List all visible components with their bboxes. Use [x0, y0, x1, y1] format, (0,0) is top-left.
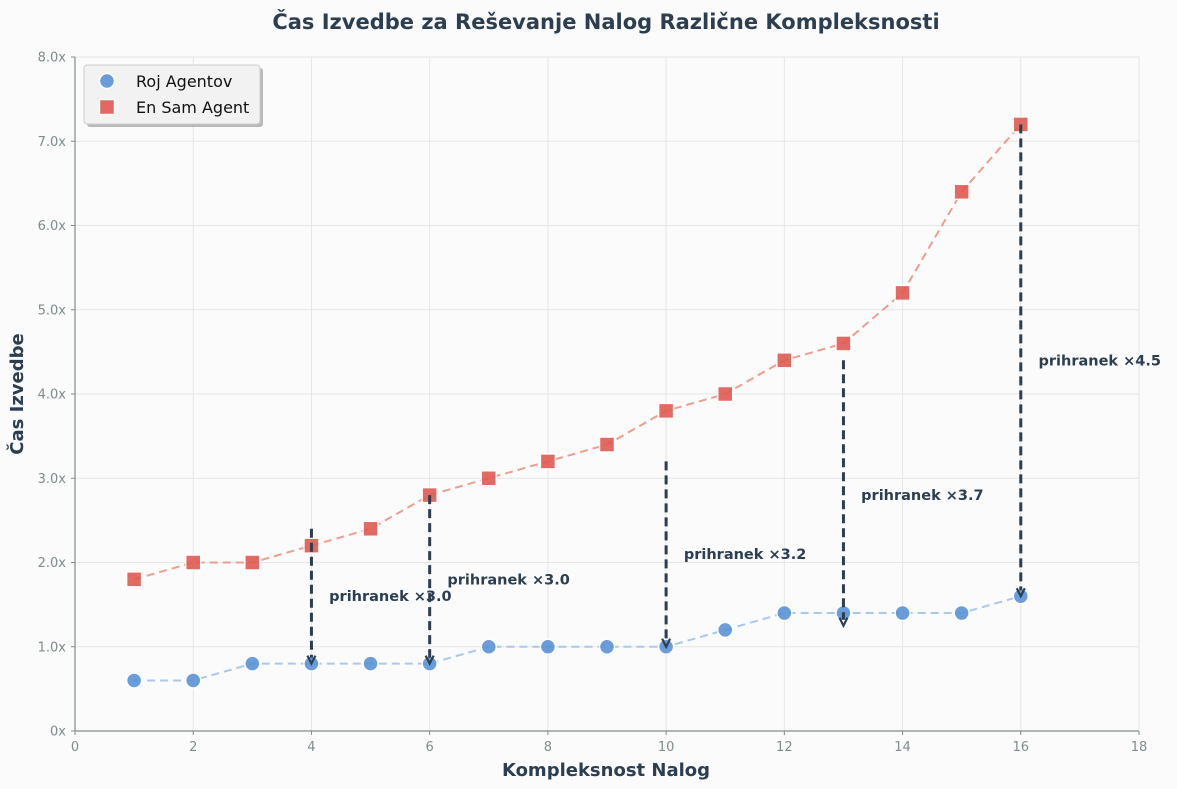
annotation-label: prihranek ×3.0	[447, 572, 569, 588]
legend-box	[83, 64, 261, 125]
y-tick-label: 2.0x	[38, 556, 67, 571]
data-point-roj-agentov	[776, 604, 793, 622]
data-point-roj-agentov	[894, 604, 911, 622]
legend-label-en-sam-agent: En Sam Agent	[136, 98, 249, 117]
y-axis-label: Čas Izvedbe	[6, 333, 28, 454]
y-tick-label: 5.0x	[38, 303, 67, 318]
data-point-en-sam-agent	[539, 453, 557, 470]
data-point-en-sam-agent	[657, 402, 675, 420]
y-tick-label: 3.0x	[38, 472, 67, 487]
y-tick-label: 4.0x	[38, 388, 67, 403]
legend-marker-en-sam-agent	[98, 98, 116, 116]
y-tick-label: 0x	[50, 725, 66, 740]
annotation-label: prihranek ×3.0	[329, 589, 451, 605]
data-point-en-sam-agent	[776, 352, 793, 369]
data-point-en-sam-agent	[953, 183, 970, 201]
data-point-roj-agentov	[539, 638, 557, 655]
x-tick-label: 6	[426, 740, 434, 755]
x-tick-label: 0	[71, 740, 79, 755]
data-point-en-sam-agent	[244, 554, 261, 571]
data-point-en-sam-agent	[835, 335, 852, 352]
y-tick-label: 1.0x	[38, 640, 67, 655]
data-point-roj-agentov	[244, 655, 261, 672]
x-tick-label: 8	[544, 740, 552, 755]
data-point-en-sam-agent	[480, 470, 498, 487]
annotation-arrowhead	[661, 638, 672, 650]
annotation-arrowhead	[424, 655, 435, 667]
data-point-en-sam-agent	[125, 571, 143, 588]
annotation-arrowhead	[306, 655, 317, 667]
legend-marker-roj-agentov	[98, 72, 116, 90]
series-line-roj-agentov	[134, 595, 1022, 682]
legend: Roj Agentov En Sam Agent	[83, 64, 263, 127]
annotation-label: prihranek ×4.5	[1039, 353, 1161, 369]
series-line-en-sam-agent	[133, 123, 1022, 581]
data-point-en-sam-agent	[184, 554, 202, 571]
data-point-en-sam-agent	[362, 520, 379, 538]
data-point-en-sam-agent	[716, 385, 734, 403]
y-tick-label: 8.0x	[38, 51, 67, 66]
data-point-roj-agentov	[716, 621, 734, 639]
data-point-roj-agentov	[362, 655, 379, 672]
data-point-roj-agentov	[953, 604, 970, 622]
data-point-roj-agentov	[598, 638, 616, 655]
y-ticks: 0x 1.0x 2.0x 3.0x 4.0x 5.0x 6.0x 7.0x 8.0x	[38, 51, 75, 740]
series	[125, 116, 1030, 689]
x-tick-label: 2	[189, 740, 197, 755]
x-ticks: 0 2 4 6 8 10 12 14 16 18	[71, 731, 1147, 755]
grid	[74, 56, 1140, 732]
x-tick-label: 14	[894, 740, 911, 755]
annotation-arrowhead	[1015, 587, 1026, 599]
annotation-label: prihranek ×3.2	[684, 547, 806, 563]
y-tick-label: 7.0x	[38, 135, 67, 150]
data-point-roj-agentov	[480, 638, 498, 655]
x-axis-label: Kompleksnost Nalog	[502, 760, 710, 781]
legend-label-roj-agentov: Roj Agentov	[136, 72, 232, 91]
x-tick-label: 12	[776, 740, 793, 755]
chart-title: Čas Izvedbe za Reševanje Nalog Različne …	[272, 9, 939, 34]
x-tick-label: 16	[1013, 740, 1030, 755]
x-tick-label: 10	[658, 740, 675, 755]
data-point-roj-agentov	[125, 672, 143, 689]
data-point-en-sam-agent	[894, 284, 911, 302]
annotation-arrowhead	[838, 617, 849, 629]
data-point-en-sam-agent	[598, 436, 616, 453]
x-tick-label: 4	[307, 740, 315, 755]
annotation-label: prihranek ×3.7	[861, 488, 983, 504]
y-tick-label: 6.0x	[38, 219, 67, 234]
x-tick-label: 18	[1131, 740, 1148, 755]
data-point-roj-agentov	[184, 672, 202, 689]
